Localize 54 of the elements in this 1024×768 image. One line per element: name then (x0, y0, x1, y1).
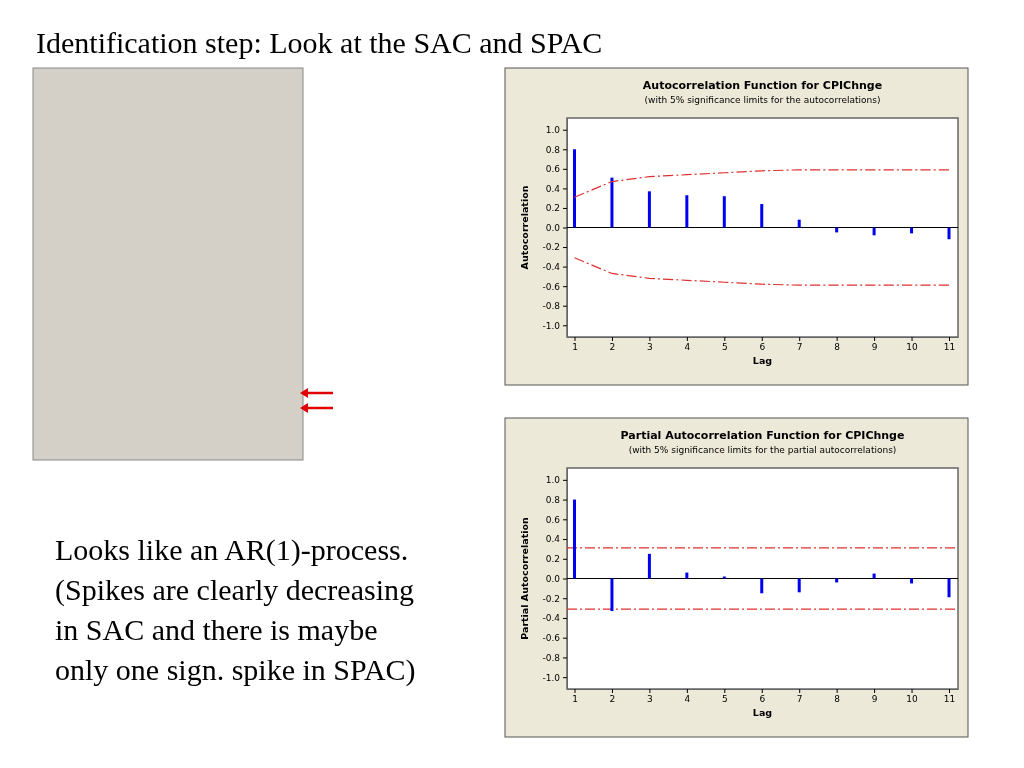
x-tick-label: 3 (647, 694, 653, 705)
y-tick-label: 0.6 (545, 164, 561, 175)
x-tick-label: 4 (684, 694, 691, 705)
x-tick-label: 8 (834, 342, 841, 353)
y-tick-label: -0.4 (542, 613, 561, 624)
y-axis-title: Autocorrelation (519, 185, 530, 270)
y-tick-label: 1.0 (545, 125, 561, 136)
x-axis-title: Lag (752, 707, 773, 718)
x-tick-label: 7 (796, 342, 803, 353)
x-tick-label: 2 (609, 694, 616, 705)
y-tick-label: -0.6 (542, 633, 561, 644)
y-tick-label: -0.4 (542, 261, 561, 272)
y-tick-label: 0.4 (545, 534, 561, 545)
x-tick-label: 1 (572, 694, 578, 705)
x-tick-label: 10 (906, 694, 919, 705)
y-tick-label: 0.0 (545, 573, 561, 584)
chart-subtitle: (with 5% significance limits for the partial autocorrelations) (628, 445, 897, 455)
x-tick-label: 5 (721, 694, 728, 705)
x-tick-label: 5 (721, 342, 728, 353)
y-tick-label: 0.2 (545, 554, 560, 565)
x-tick-label: 3 (647, 342, 653, 353)
y-tick-label: -0.2 (542, 593, 560, 604)
x-tick-label: 4 (684, 342, 691, 353)
y-tick-label: 0.6 (545, 514, 561, 525)
x-tick-label: 1 (572, 342, 578, 353)
y-tick-label: 1.0 (545, 475, 561, 486)
x-tick-label: 9 (871, 342, 878, 353)
y-tick-label: 0.8 (545, 144, 561, 155)
x-tick-label: 11 (943, 342, 956, 353)
y-tick-label: 0.2 (545, 203, 560, 214)
y-axis-title: Partial Autocorrelation (519, 517, 530, 640)
y-tick-label: -0.8 (542, 652, 561, 663)
x-tick-label: 8 (834, 694, 841, 705)
y-tick-label: -1.0 (542, 672, 561, 683)
x-tick-label: 9 (871, 694, 878, 705)
chart-subtitle: (with 5% significance limits for the autocorrelations) (644, 95, 881, 105)
x-tick-label: 6 (759, 342, 766, 353)
y-tick-label: 0.4 (545, 183, 561, 194)
chart-title: Partial Autocorrelation Function for CPIChnge (620, 429, 905, 442)
y-tick-label: -1.0 (542, 320, 561, 331)
x-tick-label: 2 (609, 342, 616, 353)
x-axis-title: Lag (752, 355, 773, 366)
y-tick-label: -0.6 (542, 281, 561, 292)
chart-title: Autocorrelation Function for CPIChnge (642, 79, 883, 92)
y-tick-label: 0.8 (545, 494, 561, 505)
x-tick-label: 11 (943, 694, 956, 705)
x-tick-label: 6 (759, 694, 766, 705)
text: Identification step: Look at the SAC and SPAC (36, 26, 603, 59)
text: Looks like an AR(1)-process. (Spikes are clearly decreasing in SAC and there is maybe only one sign. spike in SPAC) (55, 533, 416, 687)
x-tick-label: 10 (906, 342, 919, 353)
y-tick-label: 0.0 (545, 222, 561, 233)
x-tick-label: 7 (796, 694, 803, 705)
y-tick-label: -0.8 (542, 301, 561, 312)
y-tick-label: -0.2 (542, 242, 560, 253)
